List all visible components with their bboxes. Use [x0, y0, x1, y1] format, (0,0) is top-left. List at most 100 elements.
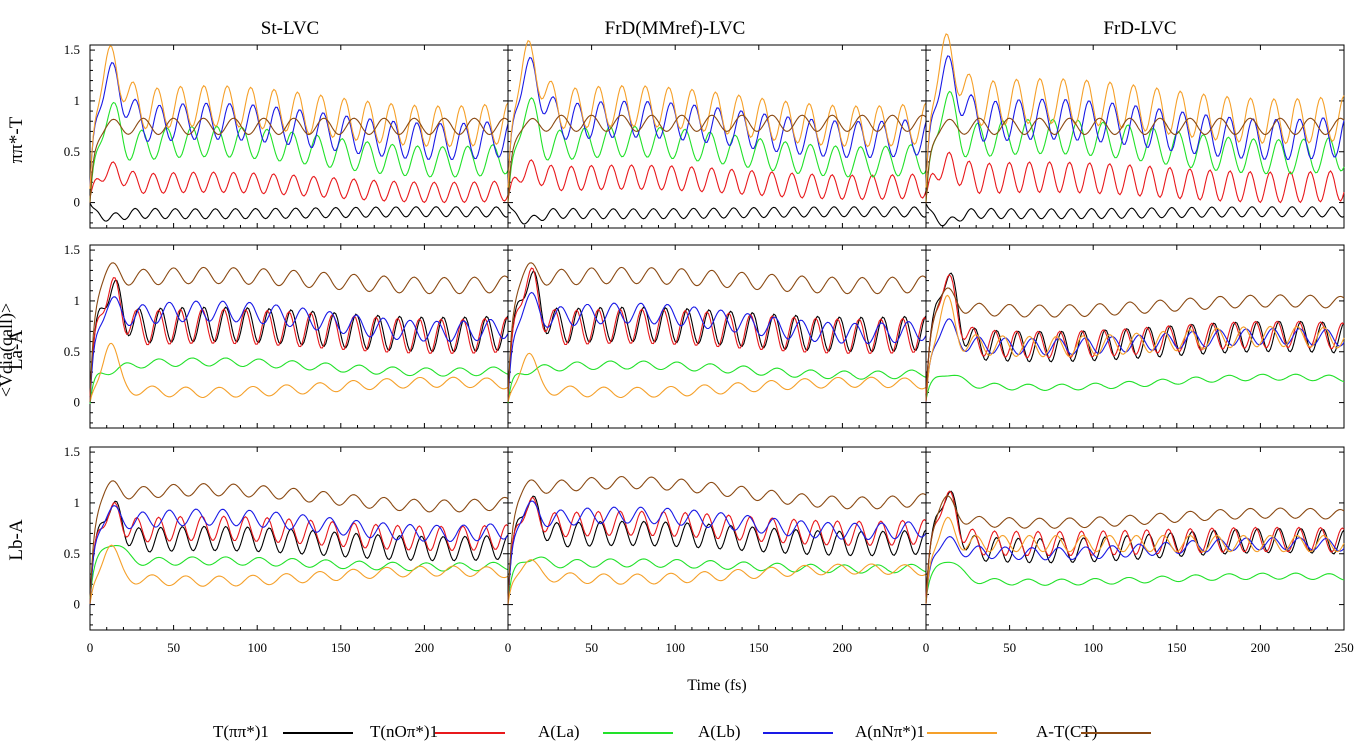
series-line-r3-c3-6: [925, 495, 1345, 604]
series-line-r2-c2-4: [507, 291, 927, 403]
series-line-r2-c3-5: [925, 294, 1345, 402]
legend-label-6: A-T(CT): [1036, 722, 1097, 741]
x-axis-label: Time (fs): [687, 677, 746, 694]
series-line-r1-c1-2: [89, 161, 509, 204]
series-line-r3-c2-6: [507, 475, 927, 605]
xtick-label-c1-0: 0: [87, 640, 94, 655]
series-line-r3-c1-5: [89, 544, 509, 604]
series-line-r1-c1-4: [89, 62, 509, 187]
ytick-label-r3-3: 0: [74, 597, 81, 612]
xtick-label-c1-3: 150: [331, 640, 351, 655]
legend-item-5: A(nNπ*)1: [855, 722, 997, 741]
ytick-label-r2-0: 1.5: [64, 242, 80, 257]
xtick-label-c2-3: 150: [749, 640, 769, 655]
xtick-label-c3-5: 250: [1334, 640, 1354, 655]
series-line-r2-c1-6: [89, 262, 509, 403]
series-line-r1-c2-6: [507, 114, 927, 203]
legend-item-2: T(nOπ*)1: [370, 722, 505, 741]
series-line-r1-c3-3: [925, 90, 1345, 202]
series-line-r1-c2-5: [507, 39, 927, 188]
row-label-text-2: La-A: [6, 330, 27, 370]
series-line-r2-c1-2: [89, 277, 509, 397]
legend-item-1: T(ππ*)1: [213, 722, 353, 741]
xtick-label-c3-1: 50: [1003, 640, 1016, 655]
series-line-r1-c2-4: [507, 56, 927, 186]
series-line-r2-c2-2: [507, 267, 927, 395]
series-line-r1-c1-3: [89, 101, 509, 202]
row-label-3: Lb-A: [6, 519, 27, 560]
xtick-label-c3-3: 150: [1167, 640, 1187, 655]
series-line-r1-c2-1: [507, 203, 927, 225]
series-line-r3-c2-5: [507, 559, 927, 605]
series-line-r2-c2-1: [507, 270, 927, 396]
series-line-r3-c3-4: [925, 536, 1345, 605]
series-line-r3-c1-4: [89, 505, 509, 605]
panel-frame-r3-c3: [925, 446, 1345, 631]
xtick-label-c3-4: 200: [1251, 640, 1271, 655]
legend-label-4: A(Lb): [698, 722, 740, 741]
ytick-label-r3-2: 0.5: [64, 546, 80, 561]
legend-label-5: A(nNπ*)1: [855, 722, 925, 741]
legend-label-2: T(nOπ*)1: [370, 722, 438, 741]
series-line-r1-c1-5: [89, 45, 509, 189]
xtick-label-c3-0: 0: [923, 640, 930, 655]
ytick-label-r2-3: 0: [74, 395, 81, 410]
series-line-r3-c1-2: [89, 501, 509, 602]
ytick-label-r1-2: 0.5: [64, 144, 80, 159]
legend-item-4: A(Lb): [698, 722, 833, 741]
legend-label-1: T(ππ*)1: [213, 722, 269, 741]
shared-ylabel-text: <Vdia(qall)>: [0, 303, 17, 397]
legend-item-3: A(La): [538, 722, 673, 741]
ytick-label-r2-1: 1: [74, 293, 81, 308]
series-line-r2-c3-1: [925, 272, 1345, 393]
series-line-r1-c2-3: [507, 97, 927, 202]
legend-item-6: A-T(CT): [1036, 722, 1151, 741]
series-line-r2-c1-4: [89, 296, 509, 403]
series-line-r3-c3-2: [925, 490, 1345, 598]
series-line-r2-c1-5: [89, 342, 509, 402]
row-label-text-1: ππ*-T: [6, 116, 27, 163]
xtick-label-c2-4: 200: [833, 640, 853, 655]
series-line-r3-c3-5: [925, 516, 1345, 605]
series-line-r3-c1-3: [89, 545, 509, 600]
series-line-r2-c3-3: [925, 373, 1345, 401]
series-line-r2-c3-6: [925, 287, 1345, 402]
ytick-label-r1-1: 1: [74, 93, 81, 108]
shared-ylabel: <Vdia(qall)>: [0, 303, 17, 397]
series-line-r3-c1-1: [89, 500, 509, 600]
ytick-label-r1-0: 1.5: [64, 42, 80, 57]
series-line-r3-c2-2: [507, 496, 927, 602]
xtick-label-c2-2: 100: [665, 640, 685, 655]
series-line-r2-c2-6: [507, 262, 927, 403]
ytick-label-r3-1: 1: [74, 495, 81, 510]
legend-label-3: A(La): [538, 722, 580, 741]
xtick-label-c2-0: 0: [505, 640, 512, 655]
column-title-1: St-LVC: [261, 18, 319, 39]
series-line-r3-c1-6: [89, 480, 509, 605]
series-line-r2-c2-5: [507, 352, 927, 402]
panel-frame-r2-c3: [925, 244, 1345, 429]
series-line-r1-c3-2: [925, 151, 1345, 204]
series-line-r2-c2-3: [507, 360, 927, 404]
xtick-label-c1-4: 200: [415, 640, 435, 655]
series-line-r1-c1-1: [89, 202, 509, 222]
panel-frame-r1-c3: [925, 44, 1345, 229]
series-line-r2-c1-3: [89, 357, 509, 404]
series-line-r1-c3-4: [925, 55, 1345, 186]
xtick-label-c3-2: 100: [1083, 640, 1103, 655]
series-line-r3-c2-4: [507, 500, 927, 605]
row-label-1: ππ*-T: [6, 116, 27, 163]
series-line-r1-c3-6: [925, 117, 1345, 203]
series-line-r1-c2-2: [507, 159, 927, 201]
xtick-label-c2-1: 50: [585, 640, 598, 655]
row-label-text-3: Lb-A: [6, 519, 27, 560]
series-line-r2-c3-4: [925, 318, 1345, 403]
series-line-r3-c2-1: [507, 495, 927, 600]
row-label-2: La-A: [6, 330, 27, 370]
series-line-r2-c1-1: [89, 279, 509, 397]
xtick-label-c1-2: 100: [247, 640, 267, 655]
column-title-3: FrD-LVC: [1103, 18, 1176, 39]
column-title-2: FrD(MMref)-LVC: [605, 18, 746, 39]
ytick-label-r2-2: 0.5: [64, 344, 80, 359]
